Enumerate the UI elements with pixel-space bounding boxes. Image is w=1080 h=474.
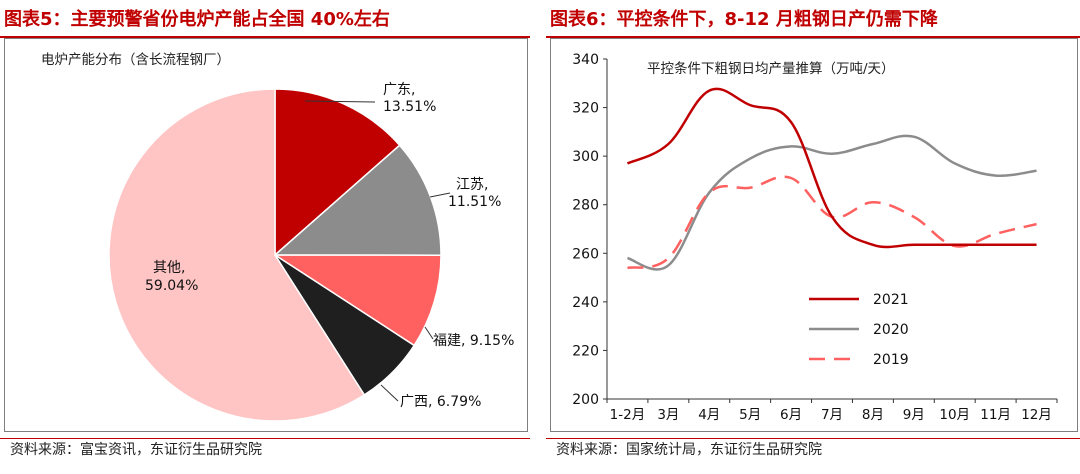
pie-label-name: 其他,: [153, 260, 185, 276]
pie-chart: 电炉产能分布（含长流程钢厂） 广东,13.51% 江苏,11.51% 福建, 9.1…: [41, 52, 514, 422]
line-chart-title: 平控条件下粗钢日均产量推算（万吨/天）: [647, 60, 895, 77]
y-tick-label: 340: [572, 52, 599, 68]
x-tick-label: 8月: [862, 407, 884, 423]
left-title-rule: [0, 36, 530, 38]
y-tick-label: 260: [572, 246, 599, 262]
pie-chart-title: 电炉产能分布（含长流程钢厂）: [41, 52, 230, 68]
left-chart-panel: 电炉产能分布（含长流程钢厂） 广东, 13.51% 江苏, 11.51% 福建, 9.1…: [4, 38, 528, 432]
pie-slice-2: [272, 254, 442, 347]
pie-leader-line: [424, 326, 434, 340]
legend-label-2020: 2020: [873, 322, 909, 338]
legend-label-2019: 2019: [873, 352, 909, 368]
y-tick-label: 220: [572, 343, 599, 359]
x-tick-label: 1-2月: [610, 407, 646, 423]
right-source: 资料来源：国家统计局，东证衍生品研究院: [556, 442, 822, 458]
pie-label: 福建, 9.15%: [433, 333, 514, 349]
series-line-2021: [626, 87, 1037, 249]
x-tick-label: 12月: [1021, 407, 1052, 423]
y-tick-label: 280: [572, 198, 599, 214]
right-title-rule: [546, 36, 1080, 38]
y-tick-label: 320: [572, 101, 599, 117]
left-bottom-rule: [0, 438, 530, 439]
x-tick-label: 4月: [698, 407, 720, 423]
y-tick-label: 300: [572, 149, 599, 165]
pie-slice-4: [108, 88, 366, 422]
pie-label-name: 广东,: [383, 82, 415, 98]
series-line-2020: [627, 134, 1037, 271]
pie-label-name: 江苏,: [456, 177, 488, 193]
left-figure-title: 图表5：主要预警省份电炉产能占全国 40%左右: [4, 9, 390, 30]
x-tick-label: 7月: [821, 407, 843, 423]
series-line-2019: [627, 175, 1037, 270]
right-bottom-rule: [546, 438, 1080, 439]
pie-leader-line: [304, 100, 376, 103]
right-chart-panel: 200 220 240 260 280 300 320 340 1-2月 3月 4月 5月 6月 7月 8月…: [550, 38, 1078, 432]
pie-leader-line: [429, 192, 451, 198]
y-tick-label: 200: [572, 392, 599, 408]
pie-leader-line: [380, 384, 399, 402]
pie-label-value: 11.51%: [448, 194, 501, 210]
right-figure-title: 图表6：平控条件下，8-12 月粗钢日产仍需下降: [550, 9, 938, 30]
pie-label-value: 13.51%: [383, 99, 436, 115]
x-tick-label: 3月: [657, 407, 679, 423]
x-tick-label: 6月: [780, 407, 802, 423]
line-chart: 200 220 240 260 280 300 320 340 1-2月 3月 4月 5月 6月 7月 8月…: [572, 52, 1058, 423]
legend-label-2021: 2021: [873, 292, 909, 308]
x-tick-label: 9月: [903, 407, 925, 423]
x-tick-label: 11月: [980, 407, 1011, 423]
pie-label-value: 59.04%: [145, 278, 198, 294]
left-source: 资料来源：富宝资讯，东证衍生品研究院: [10, 442, 262, 458]
y-tick-label: 240: [572, 295, 599, 311]
x-tick-label: 5月: [739, 407, 761, 423]
pie-slice-0: [274, 88, 401, 257]
x-tick-label: 10月: [939, 407, 970, 423]
pie-label: 广西, 6.79%: [400, 394, 481, 410]
